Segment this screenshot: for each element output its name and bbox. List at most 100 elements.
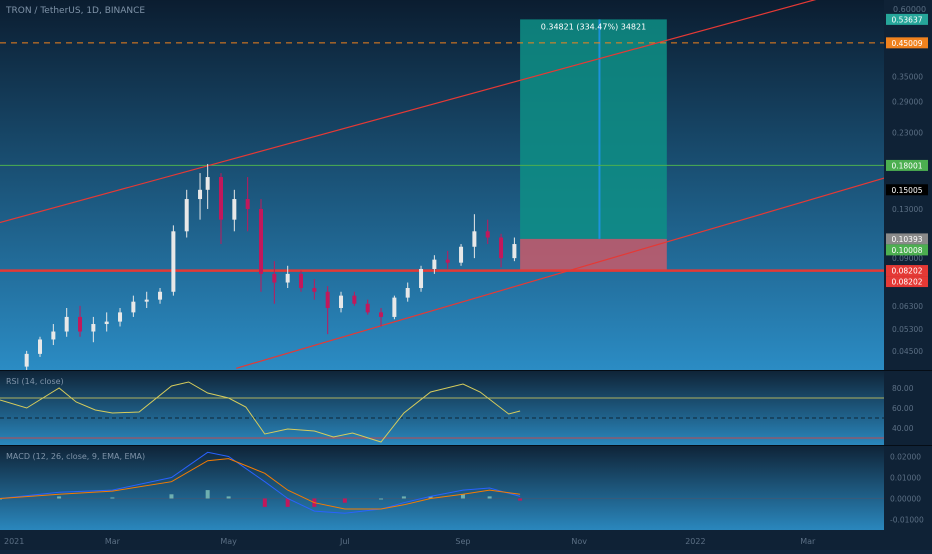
price-tick-label: 0.05300 bbox=[892, 325, 923, 334]
chart-title: TRON / TetherUS, 1D, BINANCE bbox=[5, 6, 145, 16]
candle bbox=[312, 287, 317, 292]
macd-histogram-bar bbox=[205, 490, 210, 499]
macd-histogram-bar bbox=[401, 496, 406, 499]
macd-tick-label: 0.02000 bbox=[890, 453, 921, 462]
macd-histogram-bar bbox=[460, 494, 465, 499]
price-tick-label: 0.06300 bbox=[892, 302, 923, 311]
candle bbox=[472, 231, 477, 247]
price-badge-label: 0.08202 bbox=[891, 267, 922, 276]
time-tick-label: Sep bbox=[455, 537, 470, 546]
candle bbox=[38, 339, 43, 354]
price-badge bbox=[886, 159, 928, 171]
price-badge bbox=[886, 13, 928, 25]
macd-histogram-bar bbox=[262, 498, 267, 507]
candle bbox=[205, 177, 210, 190]
time-tick-label: 2022 bbox=[685, 537, 705, 546]
candle bbox=[245, 199, 250, 209]
price-badge bbox=[886, 276, 928, 288]
price-badge-label: 0.53637 bbox=[891, 15, 922, 24]
candle bbox=[51, 331, 56, 340]
candle bbox=[379, 312, 384, 317]
candle bbox=[232, 199, 237, 220]
rsi-tick-label: 60.00 bbox=[892, 404, 914, 413]
price-tick-label: 0.13000 bbox=[892, 205, 923, 214]
price-axis-top-label: 0.60000 bbox=[893, 5, 926, 14]
price-tick-label: 0.35000 bbox=[892, 72, 923, 81]
rsi-tick-label: 40.00 bbox=[892, 424, 914, 433]
price-badge bbox=[886, 244, 928, 256]
candle bbox=[118, 312, 123, 322]
candle bbox=[339, 295, 344, 308]
position-stop-zone[interactable] bbox=[520, 238, 667, 271]
candle bbox=[78, 316, 83, 332]
price-badge bbox=[886, 265, 928, 277]
candle bbox=[91, 324, 96, 332]
time-tick-label: May bbox=[220, 537, 237, 546]
time-tick-label: Mar bbox=[105, 537, 121, 546]
candle bbox=[325, 291, 330, 308]
macd-tick-label: 0.00000 bbox=[890, 495, 921, 504]
price-badge-label: 0.10008 bbox=[891, 246, 922, 255]
candle bbox=[512, 244, 517, 259]
macd-histogram-bar bbox=[379, 498, 384, 500]
candle bbox=[419, 268, 424, 288]
macd-histogram-bar bbox=[428, 496, 433, 499]
price-badge-label: 0.18001 bbox=[891, 161, 922, 170]
candle bbox=[285, 273, 290, 283]
price-badge-label: 0.08202 bbox=[891, 278, 922, 287]
macd-signal-line bbox=[0, 458, 521, 510]
candle bbox=[104, 321, 109, 325]
price-tick-label: 0.29000 bbox=[892, 98, 923, 107]
candle bbox=[459, 246, 464, 263]
candle bbox=[445, 259, 450, 263]
price-badge bbox=[886, 233, 928, 245]
rsi-line bbox=[0, 381, 521, 443]
candle bbox=[171, 231, 176, 292]
position-stats-label: 0.34821 (334.47%) 34821 bbox=[541, 22, 646, 31]
macd-histogram-bar bbox=[518, 498, 523, 501]
macd-histogram-bar bbox=[487, 496, 492, 499]
trend-line[interactable] bbox=[236, 177, 888, 369]
candle bbox=[352, 295, 357, 304]
candle bbox=[24, 353, 29, 367]
price-axis[interactable] bbox=[884, 0, 932, 530]
candle bbox=[365, 303, 370, 313]
candle bbox=[158, 291, 163, 300]
rsi-title: RSI (14, close) bbox=[6, 377, 64, 386]
price-badge bbox=[886, 184, 928, 196]
macd-tick-label: 0.01000 bbox=[890, 474, 921, 483]
price-pane[interactable] bbox=[0, 0, 884, 370]
candle bbox=[64, 316, 69, 332]
time-axis[interactable] bbox=[0, 530, 932, 550]
candle bbox=[184, 199, 189, 232]
macd-histogram-bar bbox=[342, 498, 347, 503]
candle bbox=[499, 237, 504, 259]
macd-title: MACD (12, 26, close, 9, EMA, EMA) bbox=[6, 452, 145, 461]
candle bbox=[131, 301, 136, 313]
rsi-pane[interactable] bbox=[0, 371, 884, 445]
macd-pane[interactable] bbox=[0, 446, 884, 530]
position-target-zone[interactable] bbox=[520, 19, 667, 239]
macd-histogram-bar bbox=[226, 496, 231, 499]
candle bbox=[432, 259, 437, 269]
price-badge bbox=[886, 37, 928, 49]
candle bbox=[198, 189, 203, 200]
rsi-tick-label: 80.00 bbox=[892, 384, 914, 393]
macd-histogram-bar bbox=[0, 498, 2, 500]
price-tick-label: 0.09000 bbox=[892, 254, 923, 263]
candle bbox=[299, 273, 304, 288]
macd-histogram-bar bbox=[110, 497, 115, 499]
price-tick-label: 0.04500 bbox=[892, 347, 923, 356]
time-tick-label: Mar bbox=[800, 537, 816, 546]
candle bbox=[405, 287, 410, 298]
candle bbox=[272, 273, 277, 283]
price-badge-label: 0.15005 bbox=[891, 186, 922, 195]
macd-histogram-bar bbox=[57, 496, 62, 499]
trend-line[interactable] bbox=[0, 0, 859, 224]
time-tick-label: Nov bbox=[571, 537, 587, 546]
time-tick-label: Jul bbox=[339, 537, 350, 546]
price-badge-label: 0.45009 bbox=[891, 39, 922, 48]
macd-tick-label: -0.01000 bbox=[890, 516, 924, 525]
